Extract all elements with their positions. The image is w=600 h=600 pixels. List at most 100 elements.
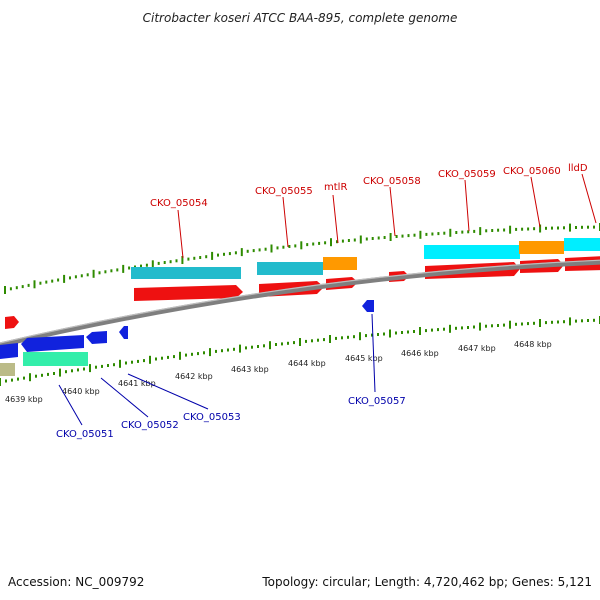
minor-tick — [47, 372, 49, 376]
scale-label: 4640 kbp — [62, 387, 100, 396]
gene-CKO_05055-block[interactable] — [257, 262, 323, 275]
minor-tick — [69, 276, 71, 280]
label-CKO_05058[interactable]: CKO_05058 — [363, 176, 421, 187]
label-CKO_05051[interactable]: CKO_05051 — [56, 429, 114, 440]
reverse-genes — [0, 352, 88, 376]
minor-tick — [341, 239, 344, 243]
minor-tick — [497, 228, 500, 232]
label-CKO_05054[interactable]: CKO_05054 — [150, 198, 208, 209]
major-tick — [63, 274, 66, 283]
label-mtlR[interactable]: mtlR — [324, 182, 347, 193]
minor-tick — [341, 336, 343, 340]
leader-line-CKO_05055 — [282, 196, 289, 248]
label-CKO_05055[interactable]: CKO_05055 — [255, 186, 313, 197]
minor-tick — [215, 349, 217, 353]
cds-CKO_05052-arrow[interactable] — [21, 335, 84, 352]
major-tick — [122, 264, 125, 273]
minor-tick — [143, 359, 145, 363]
minor-tick — [245, 346, 247, 350]
gene-CKO_05060-block[interactable] — [519, 241, 564, 254]
minor-tick — [169, 260, 172, 264]
minor-tick — [95, 365, 97, 369]
minor-tick — [9, 287, 12, 291]
minor-tick — [191, 352, 193, 356]
minor-tick — [461, 230, 464, 234]
leader-line-CKO_05052 — [100, 377, 149, 418]
cds-CKO_05057-arrow[interactable] — [362, 300, 374, 312]
minor-tick — [575, 319, 577, 323]
minor-tick — [336, 240, 338, 244]
minor-tick — [563, 226, 565, 230]
minor-tick — [437, 232, 440, 236]
major-tick — [479, 322, 481, 331]
minor-tick — [347, 239, 350, 242]
minor-tick — [74, 275, 77, 279]
major-tick — [299, 338, 301, 346]
minor-tick — [175, 259, 178, 263]
cds-CKO_05054-arrow[interactable] — [134, 285, 243, 301]
minor-tick — [467, 326, 469, 329]
minor-tick — [223, 252, 225, 256]
minor-tick — [276, 246, 279, 250]
label-CKO_05052[interactable]: CKO_05052 — [121, 420, 179, 431]
minor-tick — [317, 338, 319, 342]
minor-tick — [425, 329, 427, 333]
gene-CKO_05059-block[interactable] — [424, 245, 520, 259]
minor-tick — [371, 237, 374, 240]
minor-tick — [41, 373, 43, 377]
major-tick — [330, 238, 332, 247]
minor-tick — [503, 323, 505, 327]
minor-tick — [377, 236, 380, 240]
minor-tick — [365, 237, 368, 241]
minor-tick — [282, 245, 285, 249]
minor-tick — [581, 225, 583, 229]
label-CKO_05059[interactable]: CKO_05059 — [438, 169, 496, 180]
minor-tick — [77, 368, 79, 372]
minor-tick — [401, 234, 404, 238]
scale-labels: 4639 kbp 4640 kbp 4641 kbp 4642 kbp 4643… — [5, 340, 552, 404]
gene-CKO_05054-block[interactable] — [131, 267, 241, 279]
label-CKO_05053[interactable]: CKO_05053 — [183, 412, 241, 423]
cds-CKO_05053-arrow[interactable] — [86, 331, 107, 344]
cds-left-arrow[interactable] — [5, 316, 19, 329]
gene-mtlR-block[interactable] — [323, 257, 357, 270]
minor-tick — [353, 335, 355, 339]
major-tick — [449, 228, 452, 237]
minor-tick — [557, 226, 559, 230]
minor-tick — [217, 253, 219, 257]
minor-tick — [17, 377, 19, 381]
minor-tick — [131, 360, 133, 364]
major-tick — [539, 319, 541, 327]
gene-lldD-block[interactable] — [564, 238, 600, 251]
minor-tick — [35, 374, 37, 378]
major-tick — [359, 332, 361, 341]
gene-left-khaki-block[interactable] — [0, 363, 15, 376]
minor-tick — [167, 355, 169, 359]
major-tick — [479, 227, 482, 236]
minor-tick — [407, 234, 410, 238]
minor-tick — [491, 324, 493, 328]
minor-tick — [83, 367, 85, 371]
minor-tick — [593, 225, 595, 229]
label-lldD[interactable]: lldD — [568, 163, 588, 174]
genome-summary-text: Topology: circular; Length: 4,720,462 bp… — [261, 575, 592, 589]
major-tick — [419, 230, 422, 239]
major-tick — [33, 280, 36, 289]
minor-tick — [234, 251, 237, 255]
cds-left-blue-arrow[interactable] — [0, 343, 18, 359]
major-tick — [300, 241, 303, 250]
minor-tick — [383, 332, 385, 336]
minor-tick — [347, 335, 349, 339]
minor-tick — [377, 333, 379, 336]
cds-small-arrow[interactable] — [119, 326, 128, 339]
label-CKO_05060[interactable]: CKO_05060 — [503, 166, 561, 177]
major-tick — [4, 286, 6, 294]
minor-tick — [551, 320, 553, 324]
major-tick — [29, 373, 31, 382]
label-CKO_05057[interactable]: CKO_05057 — [348, 396, 406, 407]
minor-tick — [443, 327, 445, 331]
minor-tick — [15, 286, 18, 290]
minor-tick — [533, 321, 535, 325]
minor-tick — [51, 279, 54, 283]
gene-CKO_05051-block[interactable] — [23, 352, 88, 366]
